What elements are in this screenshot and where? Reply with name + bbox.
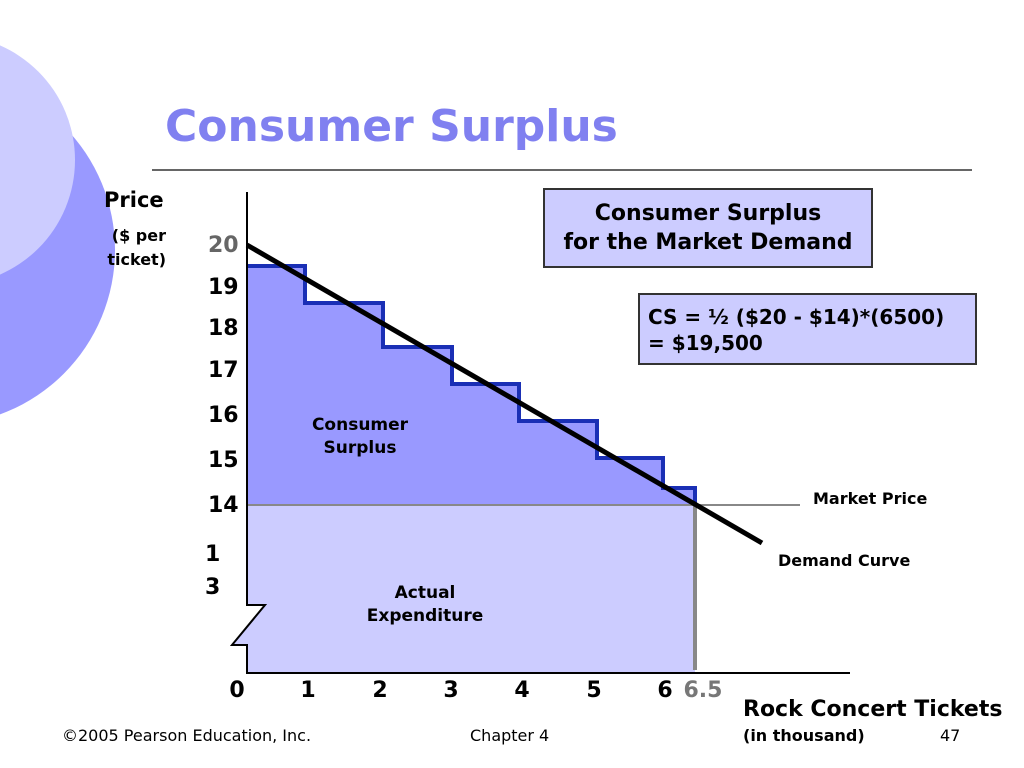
formula-box: CS = ½ ($20 - $14)*(6500) = $19,500 xyxy=(638,293,977,365)
label-line: Actual xyxy=(394,583,456,603)
demand-label: Demand Curve xyxy=(778,551,911,570)
box-line: Consumer Surplus xyxy=(594,201,822,226)
y-tick-label: 14 xyxy=(208,493,239,518)
box-line: for the Market Demand xyxy=(563,229,853,255)
demand-steps xyxy=(247,264,697,505)
y-tick-label: 18 xyxy=(208,316,239,341)
demand-curve xyxy=(245,242,764,546)
y-tick-label: 15 xyxy=(208,448,239,473)
surplus-label: Consumer Surplus xyxy=(300,414,420,460)
x-tick-label: 2 xyxy=(372,678,388,703)
y-tick-label: 17 xyxy=(208,358,239,383)
expenditure-region xyxy=(232,505,695,673)
x-tick-label: 4 xyxy=(514,678,530,703)
y-tick-label: 20 xyxy=(208,233,239,258)
expenditure-label: Actual Expenditure xyxy=(355,582,495,628)
x-tick-label: 6.5 xyxy=(683,678,723,703)
footer-copyright: ©2005 Pearson Education, Inc. xyxy=(62,726,312,745)
decor-circle xyxy=(0,45,75,275)
label-line: Surplus xyxy=(323,437,397,458)
x-tick-label: 1 xyxy=(300,678,316,703)
slide-title: Consumer Surplus xyxy=(165,101,618,152)
y-tick-label: 19 xyxy=(208,275,239,300)
x-tick-label: 3 xyxy=(443,678,459,703)
footer-chapter: Chapter 4 xyxy=(470,726,550,745)
y-axis-unit: ($ per ticket) xyxy=(107,226,166,269)
y-axis-label: Price xyxy=(104,188,164,212)
footer-page: 47 xyxy=(940,726,961,745)
axes xyxy=(229,192,850,674)
x-tick-label: 0 xyxy=(229,678,245,703)
x-tick-label: 5 xyxy=(586,678,602,703)
formula-line: CS = ½ ($20 - $14)*(6500) xyxy=(648,305,945,329)
x-tick-label: 6 xyxy=(657,678,673,703)
market-price-label: Market Price xyxy=(813,489,928,508)
label-line: Expenditure xyxy=(366,605,484,626)
y-tick-label: 16 xyxy=(208,403,239,428)
x-axis-unit: (in thousand) xyxy=(743,726,865,745)
x-axis-label: Rock Concert Tickets xyxy=(743,697,1003,722)
title-box: Consumer Surplus for the Market Demand xyxy=(543,188,873,268)
y-tick-label: 13 xyxy=(205,542,221,600)
label-line: Consumer xyxy=(311,415,409,435)
formula-line: = $19,500 xyxy=(648,331,763,355)
